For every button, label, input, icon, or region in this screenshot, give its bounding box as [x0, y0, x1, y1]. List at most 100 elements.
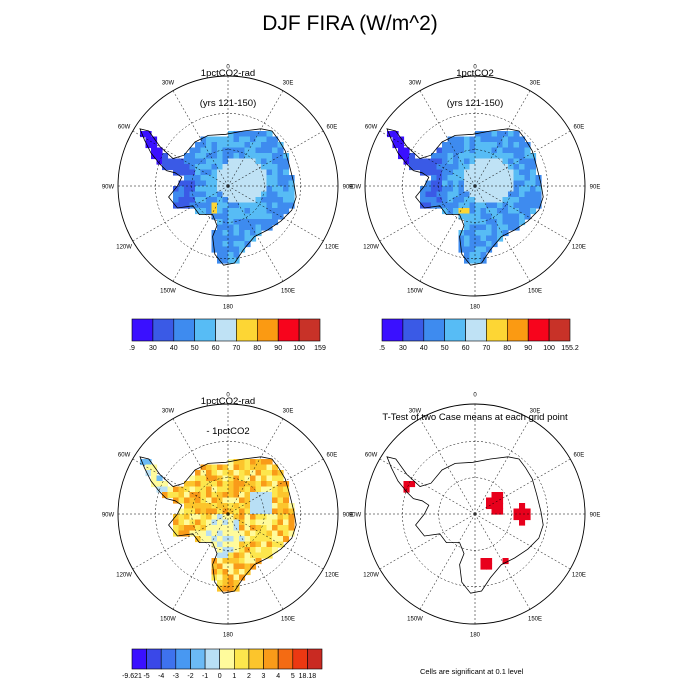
- data-cells: [140, 131, 295, 264]
- grid-cell: [206, 153, 213, 160]
- grid-cell: [239, 197, 246, 204]
- colorbar-box: [307, 648, 323, 670]
- grid-cell: [469, 158, 476, 165]
- grid-cell: [244, 475, 251, 482]
- grid-cell: [184, 186, 191, 193]
- grid-cell: [447, 164, 454, 171]
- grid-cell: [167, 486, 174, 493]
- grid-cell: [283, 514, 290, 521]
- grid-cell: [524, 158, 531, 165]
- grid-cell: [283, 186, 290, 193]
- colorbar-box: [146, 648, 162, 670]
- grid-cell: [530, 153, 537, 160]
- grid-cell: [425, 180, 432, 187]
- grid-cell: [222, 585, 229, 592]
- grid-cell: [211, 142, 218, 149]
- grid-cell: [266, 208, 273, 215]
- grid-cell: [497, 503, 504, 510]
- grid-cell: [486, 142, 493, 149]
- grid-cell: [530, 169, 537, 176]
- grid-cell: [162, 486, 169, 493]
- grid-cell: [261, 158, 268, 165]
- colorbar-box: [160, 648, 177, 670]
- grid-cell: [261, 169, 268, 176]
- colorbar-box: [548, 318, 571, 342]
- grid-cell: [502, 175, 509, 182]
- panel-subtitle-line2: (yrs 121-150): [446, 98, 504, 109]
- grid-cell: [167, 164, 174, 171]
- grid-cell: [458, 169, 465, 176]
- grid-cell: [233, 547, 240, 554]
- grid-cell: [524, 147, 531, 154]
- grid-cell: [233, 191, 240, 198]
- significance-note: Cells are significant at 0.1 level: [420, 667, 524, 676]
- grid-cell: [272, 508, 279, 515]
- grid-cell: [233, 481, 240, 488]
- grid-cell: [162, 153, 169, 160]
- grid-cell: [288, 519, 295, 526]
- grid-cell: [475, 142, 482, 149]
- grid-cell: [244, 486, 251, 493]
- grid-cell: [244, 208, 251, 215]
- grid-cell: [266, 459, 273, 466]
- grid-cell: [239, 147, 246, 154]
- grid-cell: [425, 164, 432, 171]
- grid-cell: [189, 158, 196, 165]
- longitude-label: 120E: [572, 245, 586, 251]
- grid-cell: [497, 175, 504, 182]
- grid-cell: [486, 153, 493, 160]
- grid-cell: [469, 164, 476, 171]
- grid-cell: [475, 252, 482, 259]
- grid-cell: [145, 142, 152, 149]
- grid-cell: [195, 492, 202, 499]
- colorbar-tick-label: 100: [543, 345, 555, 352]
- grid-cell: [233, 241, 240, 248]
- grid-cell: [469, 202, 476, 209]
- grid-cell: [250, 164, 257, 171]
- grid-cell: [277, 147, 284, 154]
- grid-cell: [222, 492, 229, 499]
- grid-cell: [420, 186, 427, 193]
- grid-cell: [519, 514, 526, 521]
- grid-cell: [211, 191, 218, 198]
- grid-cell: [277, 175, 284, 182]
- grid-cell: [195, 197, 202, 204]
- grid-cell: [233, 136, 240, 143]
- grid-cell: [217, 136, 224, 143]
- colorbar-box: [234, 648, 250, 670]
- grid-cell: [261, 514, 268, 521]
- grid-cell: [250, 519, 257, 526]
- grid-cell: [475, 186, 482, 193]
- grid-cell: [530, 191, 537, 198]
- grid-cell: [239, 241, 246, 248]
- grid-cell: [261, 164, 268, 171]
- longitude-label: 0: [226, 65, 230, 71]
- grid-cell: [184, 164, 191, 171]
- grid-cell: [530, 180, 537, 187]
- colorbar-box: [131, 648, 147, 670]
- grid-cell: [255, 492, 262, 499]
- grid-cell: [475, 235, 482, 242]
- grid-cell: [228, 136, 235, 143]
- grid-cell: [255, 142, 262, 149]
- grid-cell: [233, 492, 240, 499]
- grid-cell: [288, 202, 295, 209]
- grid-cell: [508, 142, 515, 149]
- grid-cell: [173, 197, 180, 204]
- colorbar-tick-label: 159: [314, 345, 326, 352]
- grid-cell: [480, 197, 487, 204]
- grid-cell: [222, 475, 229, 482]
- grid-cell: [497, 186, 504, 193]
- grid-cell: [239, 530, 246, 537]
- grid-cell: [200, 136, 207, 143]
- grid-cell: [217, 508, 224, 515]
- grid-cell: [431, 191, 438, 198]
- longitude-label: 30E: [283, 81, 294, 87]
- grid-cell: [255, 536, 262, 543]
- grid-cell: [277, 470, 284, 477]
- grid-cell: [266, 197, 273, 204]
- grid-cell: [239, 552, 246, 559]
- grid-cell: [524, 180, 531, 187]
- grid-cell: [431, 153, 438, 160]
- grid-cell: [486, 191, 493, 198]
